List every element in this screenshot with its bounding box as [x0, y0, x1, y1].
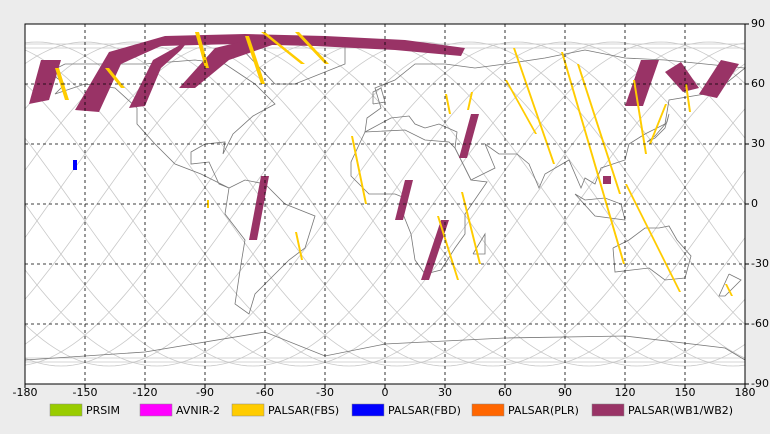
swath [245, 36, 265, 84]
swath [505, 80, 537, 134]
swath [195, 32, 209, 68]
x-tick-label: -60 [256, 386, 274, 399]
legend-swatch [231, 403, 265, 417]
swath [467, 92, 473, 110]
legend-label: AVNIR-2 [176, 404, 220, 417]
x-tick-label: -120 [133, 386, 158, 399]
swath [295, 232, 303, 260]
map-border [24, 23, 746, 385]
legend-label: PALSAR(FBD) [388, 404, 461, 417]
swath [649, 104, 667, 144]
swath [577, 64, 621, 194]
swath [445, 94, 451, 114]
swath [665, 62, 699, 92]
x-tick-label: -150 [73, 386, 98, 399]
swath [129, 40, 189, 108]
swath [603, 176, 611, 184]
coastline [224, 179, 316, 315]
x-tick-label: -180 [13, 386, 38, 399]
y-tick-label: -30 [751, 257, 769, 270]
x-tick-label: 90 [558, 386, 572, 399]
y-tick-label: -60 [751, 317, 769, 330]
swath [261, 32, 305, 64]
swath [295, 32, 329, 64]
swath [625, 60, 659, 106]
swath [625, 184, 681, 292]
swath [513, 48, 555, 164]
swath [685, 84, 691, 112]
legend-label: PALSAR(FBS) [268, 404, 339, 417]
swath [395, 180, 413, 220]
x-tick-label: 60 [498, 386, 512, 399]
coastline [612, 225, 692, 281]
swath [699, 60, 739, 98]
legend-swatch [139, 403, 173, 417]
y-tick-label: 60 [751, 77, 765, 90]
swath [351, 136, 367, 204]
x-tick-label: 120 [615, 386, 636, 399]
legend-swatch [351, 403, 385, 417]
coastline [372, 87, 386, 105]
legend-swatch [471, 403, 505, 417]
x-tick-label: 30 [438, 386, 452, 399]
x-tick-label: 0 [382, 386, 389, 399]
swath [459, 114, 479, 158]
swath [561, 52, 625, 264]
legend-label: PALSAR(WB1/WB2) [628, 404, 733, 417]
swath [105, 68, 125, 88]
x-tick-label: -30 [316, 386, 334, 399]
coastline [364, 49, 747, 190]
swath [421, 220, 449, 280]
coastline [718, 273, 742, 297]
legend-label: PRSIM [86, 404, 120, 417]
swath [633, 80, 647, 154]
x-tick-label: 180 [735, 386, 756, 399]
swath [725, 284, 733, 296]
legend-swatch [49, 403, 83, 417]
swath [461, 192, 481, 264]
legend-label: PALSAR(PLR) [508, 404, 579, 417]
y-tick-label: 90 [751, 17, 765, 30]
x-tick-label: -90 [196, 386, 214, 399]
swath [29, 60, 61, 104]
coastline [472, 232, 486, 255]
legend-swatch [591, 403, 625, 417]
y-tick-label: -90 [751, 377, 769, 390]
x-tick-label: 150 [675, 386, 696, 399]
y-tick-label: 30 [751, 137, 765, 150]
coastline [646, 113, 670, 143]
swath [73, 160, 77, 170]
y-tick-label: 0 [751, 197, 758, 210]
swath [249, 176, 269, 240]
